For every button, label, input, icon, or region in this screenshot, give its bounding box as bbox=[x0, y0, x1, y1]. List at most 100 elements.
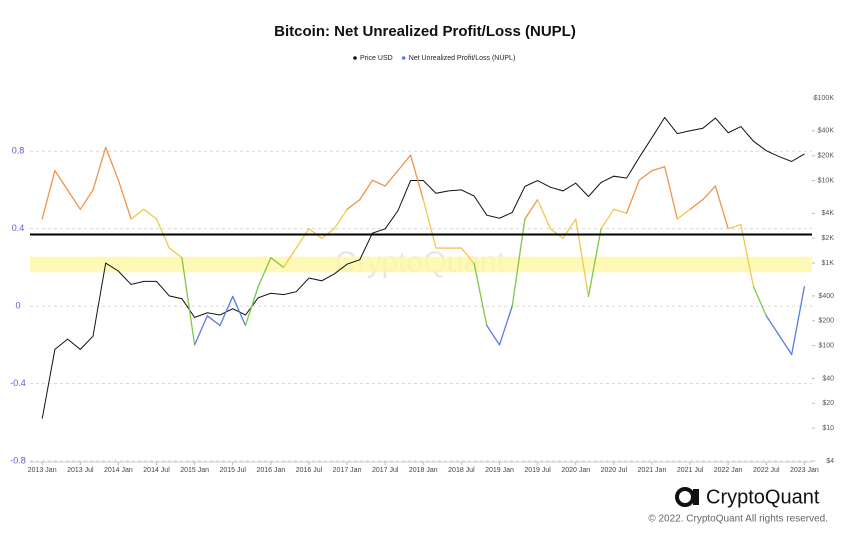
legend-marker bbox=[401, 56, 406, 60]
legend: Price USD Net Unrealized Profit/Loss (NUP… bbox=[353, 55, 515, 62]
y2-tick-label: $100K bbox=[814, 95, 835, 102]
x-tick-label: 2013 Jul bbox=[67, 467, 94, 474]
y2-tick-label: $20K bbox=[818, 153, 835, 160]
nupl-segment bbox=[790, 286, 806, 356]
nupl-segment bbox=[206, 315, 221, 327]
nupl-segment bbox=[664, 166, 678, 220]
nupl-segment bbox=[498, 305, 513, 346]
x-tick-label: 2019 Jul bbox=[524, 467, 551, 474]
x-tick-label: 2018 Jan bbox=[409, 467, 438, 474]
x-tick-label: 2017 Jan bbox=[333, 467, 362, 474]
nupl-segment bbox=[714, 185, 729, 230]
nupl-segment bbox=[181, 257, 196, 346]
logo-icon bbox=[675, 487, 695, 507]
nupl-segment bbox=[651, 166, 666, 172]
nupl-segment bbox=[117, 179, 132, 220]
y2-tick-label: $40 bbox=[822, 375, 834, 382]
legend-label: Price USD bbox=[360, 55, 393, 62]
y2-tick-label: $10 bbox=[822, 425, 834, 432]
nupl-segment bbox=[409, 154, 424, 201]
x-tick-label: 2013 Jan bbox=[28, 467, 57, 474]
chart-title: Bitcoin: Net Unrealized Profit/Loss (NUP… bbox=[274, 23, 576, 40]
nupl-segment bbox=[397, 154, 412, 172]
nupl-segment bbox=[575, 218, 590, 298]
x-tick-label: 2014 Jul bbox=[143, 467, 170, 474]
nupl-segment bbox=[765, 315, 780, 336]
nupl-segment bbox=[270, 257, 285, 269]
y2-tick-label: $10K bbox=[818, 177, 835, 184]
y-tick-label: 0 bbox=[15, 300, 20, 310]
x-tick-label: 2022 Jan bbox=[714, 467, 743, 474]
nupl-segment bbox=[282, 247, 297, 269]
nupl-segment bbox=[54, 169, 69, 191]
y-tick-label: 0.4 bbox=[12, 223, 25, 233]
legend-label: Net Unrealized Profit/Loss (NUPL) bbox=[409, 55, 516, 62]
nupl-segment bbox=[473, 262, 488, 327]
nupl-segment bbox=[41, 169, 56, 220]
nupl-segment bbox=[130, 208, 145, 220]
nupl-segment bbox=[524, 198, 539, 220]
nupl-segment bbox=[613, 208, 628, 214]
nupl-segment bbox=[257, 257, 272, 288]
x-tick-label: 2020 Jan bbox=[561, 467, 590, 474]
x-tick-label: 2014 Jan bbox=[104, 467, 133, 474]
nupl-segment bbox=[244, 286, 259, 327]
y2-tick-label: $400 bbox=[818, 293, 834, 300]
nupl-segment bbox=[79, 189, 94, 210]
y2-tick-label: $2K bbox=[822, 235, 835, 242]
nupl-segment bbox=[219, 295, 234, 327]
x-tick-label: 2015 Jan bbox=[180, 467, 209, 474]
x-tick-label: 2020 Jul bbox=[601, 467, 628, 474]
nupl-segment bbox=[232, 295, 247, 327]
price-line bbox=[41, 116, 805, 419]
x-tick-label: 2022 Jul bbox=[753, 467, 780, 474]
nupl-segment bbox=[295, 228, 310, 249]
y2-tick-label: $4K bbox=[822, 210, 835, 217]
nupl-segment bbox=[371, 179, 386, 187]
nupl-segment bbox=[333, 208, 348, 230]
nupl-segment bbox=[193, 315, 209, 346]
nupl-segment bbox=[638, 169, 653, 181]
nupl-segment bbox=[66, 189, 81, 210]
nupl-segment bbox=[676, 208, 691, 220]
x-tick-label: 2018 Jul bbox=[448, 467, 475, 474]
footer-brand: CryptoQuant bbox=[706, 486, 820, 508]
x-tick-label: 2021 Jan bbox=[638, 467, 667, 474]
nupl-segment bbox=[105, 146, 120, 181]
nupl-segment bbox=[460, 247, 475, 265]
y2-tick-label: $1K bbox=[822, 260, 835, 267]
nupl-segment bbox=[346, 198, 361, 210]
y2-tick-label: $200 bbox=[818, 318, 834, 325]
y-tick-label: -0.8 bbox=[10, 455, 26, 465]
nupl-segment bbox=[600, 208, 615, 230]
logo-icon bbox=[693, 489, 699, 505]
nupl-segment bbox=[702, 185, 717, 201]
nupl-segment bbox=[143, 208, 158, 220]
nupl-segment bbox=[92, 146, 107, 191]
x-tick-label: 2023 Jan bbox=[790, 467, 819, 474]
nupl-segment bbox=[752, 286, 767, 317]
x-tick-label: 2019 Jan bbox=[485, 467, 514, 474]
x-tick-label: 2016 Jul bbox=[296, 467, 323, 474]
y2-tick-label: $4 bbox=[826, 458, 834, 465]
x-tick-label: 2017 Jul bbox=[372, 467, 399, 474]
x-tick-label: 2021 Jul bbox=[677, 467, 704, 474]
nupl-segment bbox=[168, 247, 183, 259]
nupl-segment bbox=[689, 198, 704, 210]
y2-tick-label: $40K bbox=[818, 128, 835, 135]
nupl-segment bbox=[727, 224, 742, 230]
y2-tick-label: $20 bbox=[822, 400, 834, 407]
nupl-segment bbox=[625, 179, 640, 214]
footer-logo: CryptoQuant bbox=[675, 486, 820, 508]
nupl-segment bbox=[384, 169, 399, 187]
nupl-segment bbox=[422, 198, 437, 249]
nupl-segment bbox=[359, 179, 374, 201]
nupl-segment bbox=[536, 198, 551, 230]
nupl-segment bbox=[587, 228, 602, 298]
x-tick-label: 2015 Jul bbox=[220, 467, 247, 474]
nupl-segment bbox=[486, 324, 501, 346]
x-tick-label: 2016 Jan bbox=[256, 467, 285, 474]
legend-marker bbox=[353, 56, 357, 60]
y2-tick-label: $100 bbox=[818, 342, 834, 349]
